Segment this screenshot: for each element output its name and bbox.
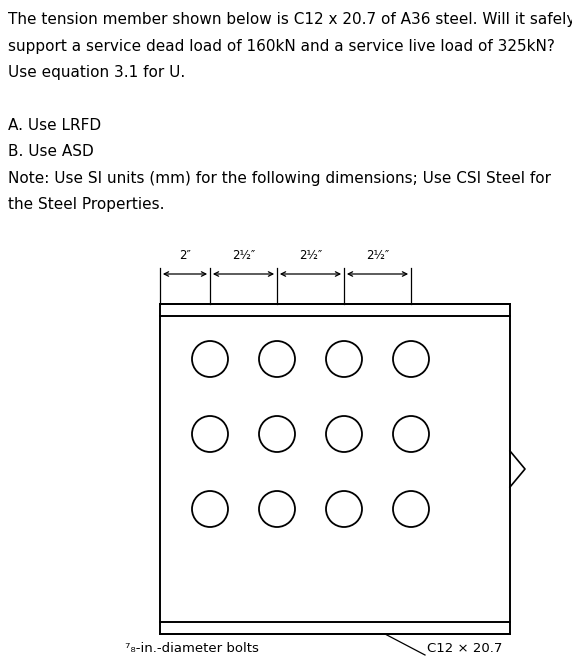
Text: C12 × 20.7: C12 × 20.7 <box>427 642 502 655</box>
Text: support a service dead load of 160kN and a service live load of 325kN?: support a service dead load of 160kN and… <box>8 38 555 53</box>
Text: 2″: 2″ <box>179 249 191 262</box>
Text: Use equation 3.1 for U.: Use equation 3.1 for U. <box>8 65 185 80</box>
Text: 2½″: 2½″ <box>366 249 389 262</box>
Text: the Steel Properties.: the Steel Properties. <box>8 198 165 212</box>
Text: A. Use LRFD: A. Use LRFD <box>8 118 101 133</box>
Text: 2½″: 2½″ <box>299 249 322 262</box>
Text: Note: Use SI units (mm) for the following dimensions; Use CSI Steel for: Note: Use SI units (mm) for the followin… <box>8 171 551 186</box>
Text: B. Use ASD: B. Use ASD <box>8 144 94 159</box>
Text: The tension member shown below is C12 x 20.7 of A36 steel. Will it safely: The tension member shown below is C12 x … <box>8 12 572 27</box>
Bar <box>160 304 510 634</box>
Text: ⁷₈-in.-diameter bolts: ⁷₈-in.-diameter bolts <box>125 642 259 655</box>
Text: 2½″: 2½″ <box>232 249 255 262</box>
